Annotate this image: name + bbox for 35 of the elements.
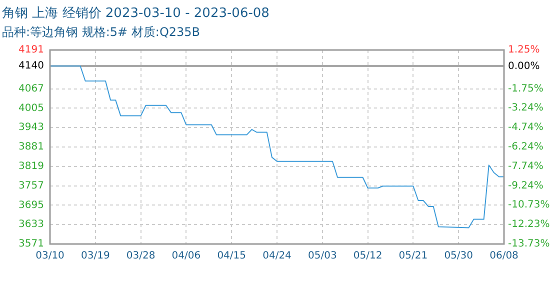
x-tick-label: 03/19 [80, 250, 110, 262]
x-tick-label: 05/30 [444, 250, 474, 262]
chart-subtitle: 品种:等边角钢 规格:5# 材质:Q235B [2, 24, 200, 39]
y2-tick-label: -13.73% [508, 238, 550, 250]
y-tick-label: 4067 [18, 83, 44, 94]
y2-tick-label: -4.74% [508, 122, 544, 134]
y-tick-label: 3943 [18, 122, 44, 134]
x-tick-label: 06/08 [490, 250, 518, 262]
y-tick-label: 3695 [18, 200, 44, 211]
y-tick-label: 4005 [18, 102, 44, 114]
y2-tick-label: -12.23% [508, 219, 550, 230]
chart-title: 角钢 上海 经销价 2023-03-10 - 2023-06-08 [2, 6, 270, 22]
y-tick-label: 3757 [18, 180, 44, 192]
y-tick-label: 4140 [18, 60, 44, 72]
x-tick-label: 05/12 [353, 250, 382, 262]
x-tick-label: 04/15 [217, 250, 246, 262]
y2-tick-label: -1.75% [508, 83, 544, 94]
y2-tick-label: 0.00% [508, 60, 540, 72]
y2-tick-label: -9.24% [508, 180, 544, 192]
y-tick-label: 3571 [18, 238, 44, 250]
y2-tick-label: -7.74% [508, 161, 544, 172]
y2-tick-label: -3.24% [508, 102, 544, 114]
y-tick-label: 3819 [18, 160, 44, 172]
x-tick-label: 05/03 [308, 250, 337, 262]
y2-tick-label: 1.25% [508, 44, 540, 56]
y-tick-label: 4191 [18, 44, 44, 56]
x-tick-label: 04/24 [262, 250, 292, 262]
y2-tick-label: -6.24% [508, 142, 544, 153]
y2-tick-label: -10.73% [508, 200, 550, 211]
x-tick-label: 04/06 [172, 250, 201, 262]
y-tick-label: 3633 [18, 219, 44, 230]
x-tick-label: 03/28 [126, 250, 156, 262]
x-tick-label: 03/10 [36, 250, 64, 262]
x-tick-label: 05/21 [398, 250, 428, 262]
y-tick-label: 3881 [18, 142, 44, 153]
